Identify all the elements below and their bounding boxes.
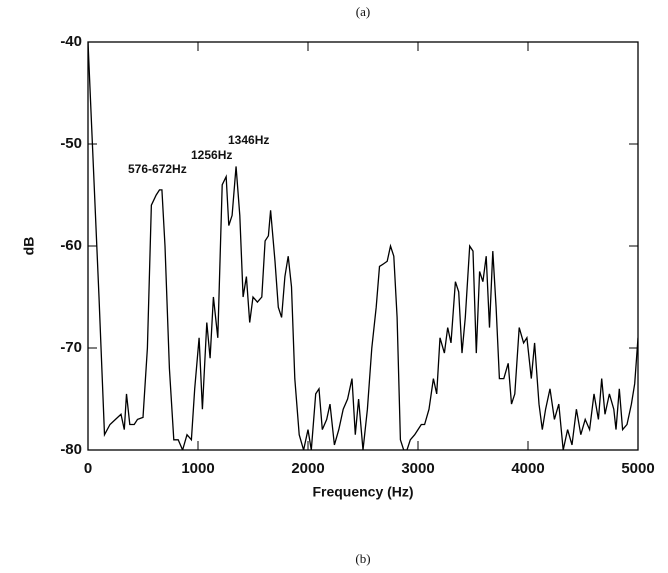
spectrum-line [88,42,638,450]
y-tick-label: -60 [60,237,82,254]
x-tick-label: 5000 [621,460,654,477]
x-tick-label: 2000 [291,460,324,477]
bottom-label: (b) [355,551,370,566]
peak-annotation: 576-672Hz [128,162,187,176]
peak-annotation: 1256Hz [191,148,232,162]
y-tick-label: -80 [60,441,82,458]
y-axis-title: dB [21,237,37,256]
x-tick-label: 1000 [181,460,214,477]
top-label: (a) [356,4,370,19]
peak-annotation: 1346Hz [228,133,269,147]
y-tick-label: -50 [60,135,82,152]
y-tick-label: -70 [60,339,82,356]
y-tick-label: -40 [60,33,82,50]
x-axis-title: Frequency (Hz) [312,484,413,500]
x-tick-label: 0 [84,460,92,477]
x-tick-label: 4000 [511,460,544,477]
x-tick-label: 3000 [401,460,434,477]
